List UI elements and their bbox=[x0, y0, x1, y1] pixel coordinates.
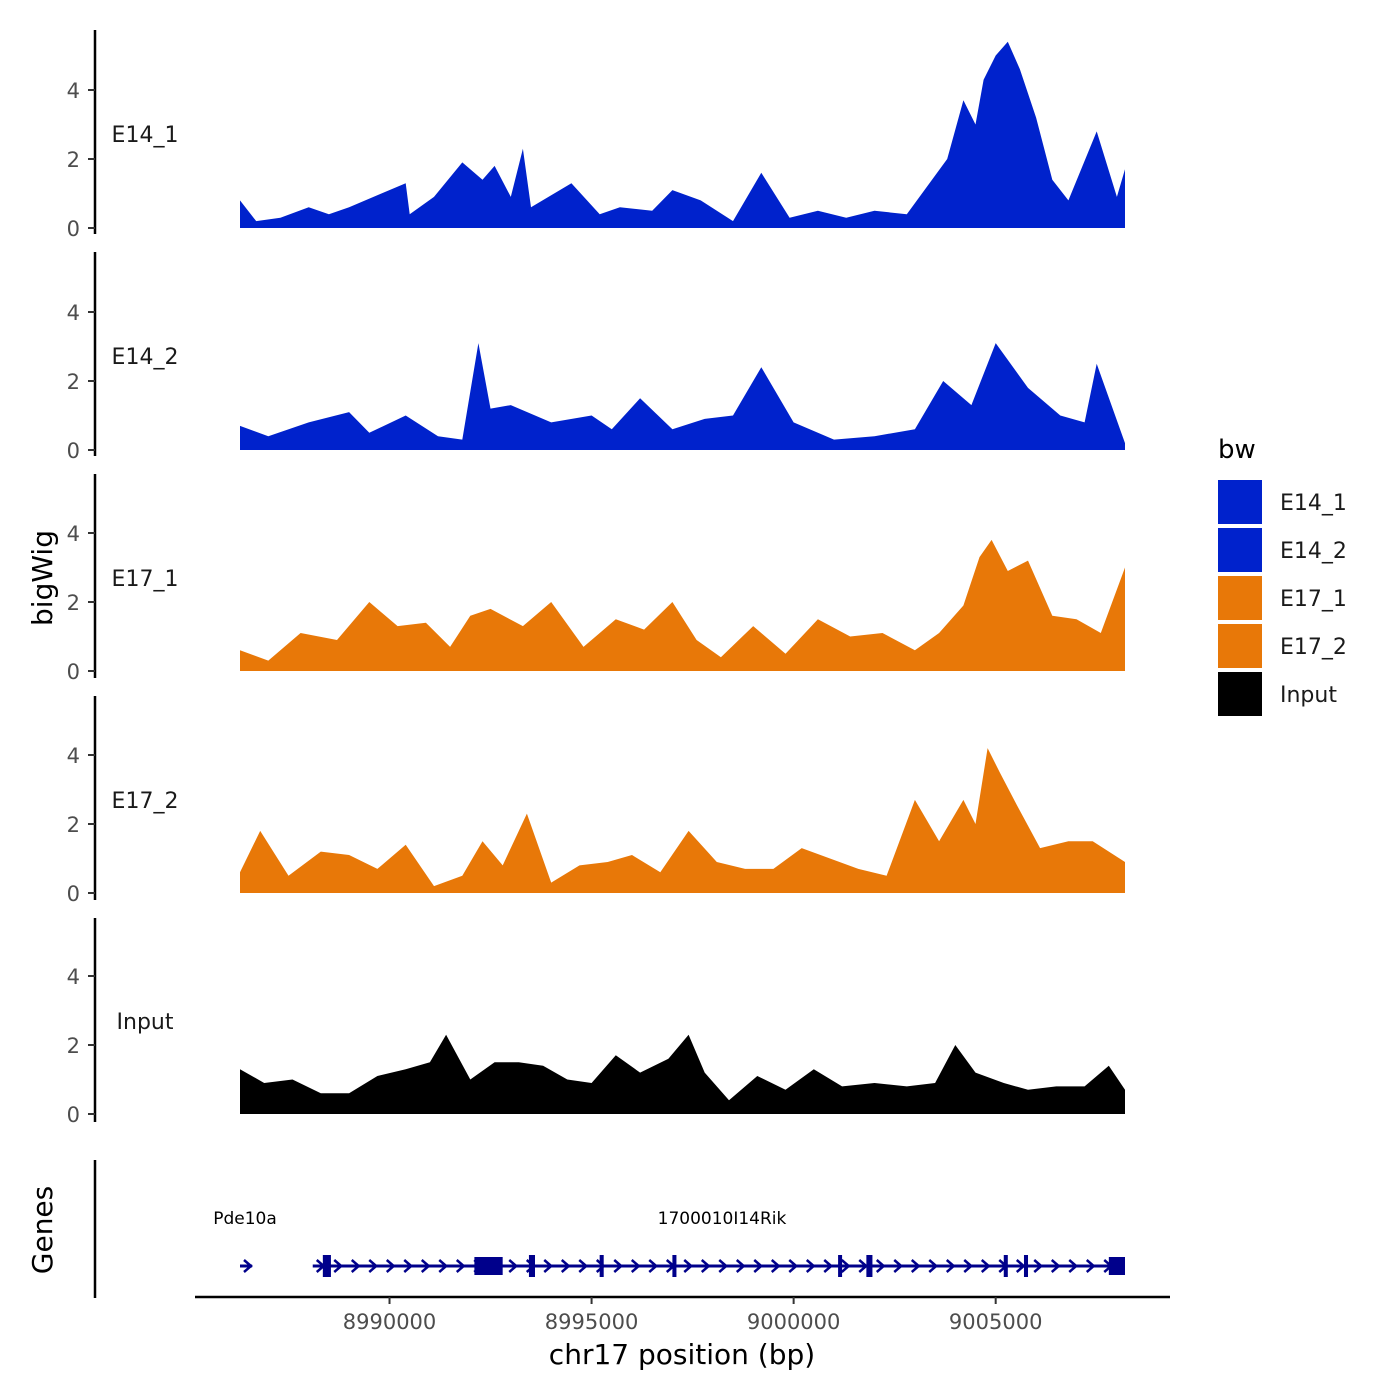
strand-arrow-1700010i14rik-8 bbox=[455, 1259, 466, 1273]
strand-arrow-pde10a-0 bbox=[243, 1259, 253, 1273]
strand-arrow-1700010i14rik-44 bbox=[1085, 1259, 1096, 1273]
gene-label-pde10a: Pde10a bbox=[213, 1209, 277, 1229]
area-e14_1 bbox=[240, 41, 1125, 229]
y-tick-label-e14_1-0: 0 bbox=[67, 217, 80, 241]
track-label-e14_1: E14_1 bbox=[112, 123, 179, 148]
exon-1700010i14rik-7 bbox=[866, 1255, 873, 1277]
y-tick-label-e14_2-0: 0 bbox=[67, 439, 80, 463]
strand-arrow-1700010i14rik-38 bbox=[980, 1259, 991, 1273]
strand-arrow-1700010i14rik-26 bbox=[770, 1259, 781, 1273]
y-tick-label-e17_1-4: 4 bbox=[67, 522, 80, 546]
x-tick-label-9005000: 9005000 bbox=[949, 1310, 1043, 1334]
strand-arrow-1700010i14rik-23 bbox=[718, 1259, 729, 1273]
area-e17_1 bbox=[240, 539, 1125, 671]
legend-title: bw bbox=[1218, 435, 1256, 465]
strand-arrow-1700010i14rik-6 bbox=[420, 1259, 431, 1273]
area-input bbox=[240, 1034, 1125, 1114]
exon-1700010i14rik-8 bbox=[1003, 1255, 1008, 1277]
legend-label-e17_2: E17_2 bbox=[1280, 635, 1347, 660]
strand-arrow-1700010i14rik-27 bbox=[788, 1259, 799, 1273]
y-axis-title: bigWig bbox=[26, 530, 59, 626]
strand-arrow-1700010i14rik-11 bbox=[508, 1259, 519, 1273]
x-tick-label-9000000: 9000000 bbox=[747, 1310, 841, 1334]
strand-arrow-1700010i14rik-29 bbox=[823, 1259, 834, 1273]
strand-arrow-1700010i14rik-32 bbox=[875, 1259, 886, 1273]
gene-label-1700010i14rik: 1700010I14Rik bbox=[658, 1209, 787, 1229]
strand-arrow-1700010i14rik-22 bbox=[700, 1259, 711, 1273]
strand-arrow-1700010i14rik-36 bbox=[945, 1259, 956, 1273]
strand-arrow-1700010i14rik-42 bbox=[1050, 1259, 1061, 1273]
strand-arrow-1700010i14rik-41 bbox=[1033, 1259, 1044, 1273]
x-tick-label-8995000: 8995000 bbox=[545, 1310, 639, 1334]
strand-arrow-1700010i14rik-16 bbox=[595, 1259, 606, 1273]
legend-swatch-input bbox=[1218, 672, 1262, 716]
strand-arrow-1700010i14rik-34 bbox=[910, 1259, 921, 1273]
strand-arrow-1700010i14rik-40 bbox=[1015, 1259, 1026, 1273]
exon-1700010i14rik-10 bbox=[1108, 1257, 1125, 1275]
strand-arrow-1700010i14rik-5 bbox=[403, 1259, 414, 1273]
y-tick-label-e14_1-4: 4 bbox=[67, 79, 80, 103]
exon-1700010i14rik-3 bbox=[528, 1255, 535, 1277]
track-label-e14_2: E14_2 bbox=[112, 345, 179, 370]
strand-arrow-1700010i14rik-7 bbox=[438, 1259, 449, 1273]
y-tick-label-e14_2-2: 2 bbox=[67, 370, 80, 394]
strand-arrow-1700010i14rik-37 bbox=[963, 1259, 974, 1273]
strand-arrow-1700010i14rik-14 bbox=[560, 1259, 571, 1273]
y-tick-label-e17_1-2: 2 bbox=[67, 591, 80, 615]
strand-arrow-1700010i14rik-35 bbox=[928, 1259, 939, 1273]
strand-arrow-1700010i14rik-2 bbox=[350, 1259, 361, 1273]
area-e14_2 bbox=[240, 343, 1125, 450]
y-tick-label-e17_2-2: 2 bbox=[67, 813, 80, 837]
legend-swatch-e14_1 bbox=[1218, 480, 1262, 524]
area-e17_2 bbox=[240, 748, 1125, 893]
exon-1700010i14rik-6 bbox=[838, 1255, 843, 1277]
y-tick-label-e17_2-0: 0 bbox=[67, 882, 80, 906]
exon-1700010i14rik-9 bbox=[1023, 1255, 1029, 1277]
y-tick-label-e17_1-0: 0 bbox=[67, 660, 80, 684]
strand-arrow-1700010i14rik-4 bbox=[385, 1259, 396, 1273]
strand-arrow-1700010i14rik-15 bbox=[578, 1259, 589, 1273]
x-axis-title: chr17 position (bp) bbox=[549, 1338, 815, 1371]
track-label-input: Input bbox=[117, 1010, 174, 1035]
legend-label-e14_1: E14_1 bbox=[1280, 491, 1347, 516]
track-label-e17_2: E17_2 bbox=[112, 789, 179, 814]
y-tick-label-e17_2-4: 4 bbox=[67, 744, 80, 768]
strand-arrow-1700010i14rik-24 bbox=[735, 1259, 746, 1273]
legend-label-e17_1: E17_1 bbox=[1280, 587, 1347, 612]
strand-arrow-1700010i14rik-31 bbox=[858, 1259, 869, 1273]
strand-arrow-1700010i14rik-30 bbox=[840, 1259, 851, 1273]
y-tick-label-e14_1-2: 2 bbox=[67, 148, 80, 172]
y-tick-label-input-2: 2 bbox=[67, 1034, 80, 1058]
strand-arrow-1700010i14rik-13 bbox=[543, 1259, 554, 1273]
strand-arrow-1700010i14rik-1 bbox=[333, 1259, 344, 1273]
strand-arrow-1700010i14rik-17 bbox=[613, 1259, 624, 1273]
gene-track-title: Genes bbox=[26, 1186, 59, 1274]
legend-swatch-e17_2 bbox=[1218, 624, 1262, 668]
exon-1700010i14rik-1 bbox=[322, 1255, 331, 1277]
strand-arrow-1700010i14rik-25 bbox=[753, 1259, 764, 1273]
legend-swatch-e17_1 bbox=[1218, 576, 1262, 620]
legend-label-input: Input bbox=[1280, 683, 1337, 708]
strand-arrow-1700010i14rik-18 bbox=[630, 1259, 641, 1273]
strand-arrow-1700010i14rik-3 bbox=[368, 1259, 379, 1273]
exon-1700010i14rik-2 bbox=[474, 1257, 503, 1275]
strand-arrow-1700010i14rik-28 bbox=[805, 1259, 816, 1273]
legend-swatch-e14_2 bbox=[1218, 528, 1262, 572]
exon-1700010i14rik-4 bbox=[599, 1255, 604, 1277]
strand-arrow-1700010i14rik-33 bbox=[893, 1259, 904, 1273]
y-tick-label-e14_2-4: 4 bbox=[67, 301, 80, 325]
strand-arrow-1700010i14rik-43 bbox=[1068, 1259, 1079, 1273]
track-label-e17_1: E17_1 bbox=[112, 567, 179, 592]
y-tick-label-input-4: 4 bbox=[67, 965, 80, 989]
exon-1700010i14rik-5 bbox=[672, 1255, 677, 1277]
x-tick-label-8990000: 8990000 bbox=[343, 1310, 437, 1334]
y-tick-label-input-0: 0 bbox=[67, 1103, 80, 1127]
strand-arrow-1700010i14rik-19 bbox=[648, 1259, 659, 1273]
strand-arrow-1700010i14rik-21 bbox=[683, 1259, 694, 1273]
legend-label-e14_2: E14_2 bbox=[1280, 539, 1347, 564]
